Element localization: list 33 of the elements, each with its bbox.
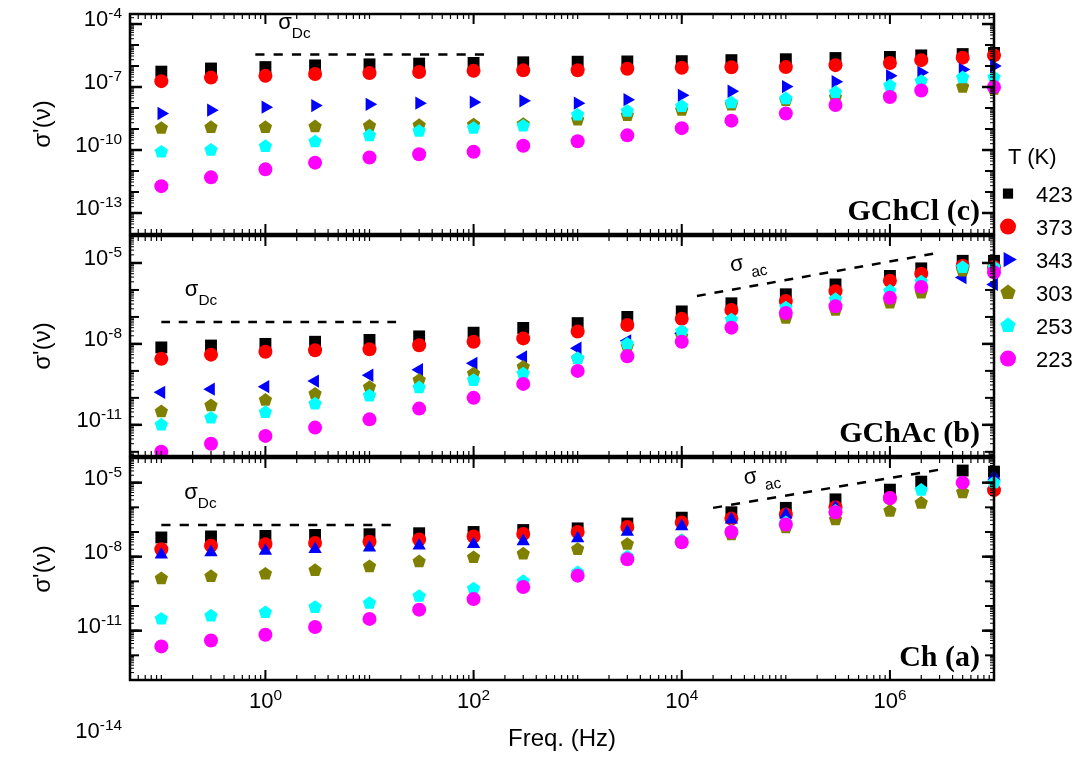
x-tick-label: 10$^{4}$ bbox=[665, 685, 699, 713]
legend-label: 343 bbox=[1036, 247, 1073, 273]
y-tick-label: 10$^{-13}$ bbox=[75, 192, 122, 220]
x-axis-title: Freq. (Hz) bbox=[508, 724, 616, 751]
legend-label: 253 bbox=[1036, 313, 1073, 339]
x-tick-label: 10$^{2}$ bbox=[457, 685, 491, 713]
y-tick-label: 10$^{-11}$ bbox=[76, 404, 122, 432]
annotation: σ$_{Dc}$ bbox=[278, 8, 311, 41]
x-tick-label: 10$^{6}$ bbox=[873, 685, 907, 713]
annotation: Ch (a) bbox=[899, 639, 980, 673]
annotation: σ$_{Dc}$ bbox=[184, 479, 217, 511]
legend-label: 303 bbox=[1036, 280, 1073, 306]
legend-title: T (K) bbox=[1008, 143, 1057, 169]
text: 10$^{-14}$ bbox=[75, 715, 123, 743]
y-tick-label: 10$^{-10}$ bbox=[75, 129, 122, 158]
annotation: σ $_{ac}$ bbox=[741, 461, 783, 493]
y-axis-title: σ'(ν) bbox=[28, 100, 55, 148]
legend-label: 373 bbox=[1036, 214, 1073, 240]
annotation: GChCl (c) bbox=[847, 193, 980, 227]
y-tick-label: 10$^{-5}$ bbox=[83, 242, 122, 270]
legend-label: 423 bbox=[1036, 181, 1073, 207]
y-tick-label: 10$^{-8}$ bbox=[83, 323, 122, 351]
y-tick-label: 10$^{-8}$ bbox=[83, 536, 122, 564]
y-tick-label: 10$^{-5}$ bbox=[83, 462, 122, 490]
y-axis-title: σ'(ν) bbox=[28, 545, 55, 593]
legend-label: 223 bbox=[1036, 346, 1073, 372]
x-tick-label: 10$^{0}$ bbox=[248, 685, 282, 713]
y-tick-label: 10$^{-7}$ bbox=[83, 66, 122, 95]
annotation: σ$_{Dc}$ bbox=[184, 275, 218, 308]
annotation: GChAc (b) bbox=[839, 415, 980, 449]
y-tick-label: 10$^{-11}$ bbox=[76, 610, 122, 638]
annotation: σ $_{ac}$ bbox=[727, 248, 769, 280]
y-axis-title: σ'(ν) bbox=[28, 322, 55, 370]
